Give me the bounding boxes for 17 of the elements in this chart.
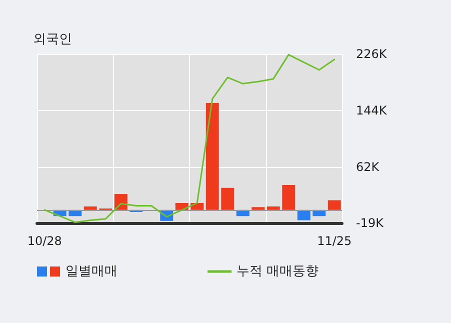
y-tick-label: 226K xyxy=(356,47,388,61)
bar xyxy=(252,207,265,210)
bar xyxy=(221,188,234,210)
x-tick-label: 10/28 xyxy=(27,234,62,248)
line-series xyxy=(44,54,336,224)
x-tick-label: 11/25 xyxy=(317,234,352,248)
y-tick-label: -19K xyxy=(356,216,385,230)
legend-label: 누적 매매동향 xyxy=(236,264,319,279)
y-tick-label: 62K xyxy=(356,160,380,174)
bar xyxy=(84,206,97,210)
legend-label: 일별매매 xyxy=(66,264,118,279)
bar xyxy=(266,206,280,210)
bar xyxy=(282,185,296,210)
y-tick-label: 144K xyxy=(356,104,388,118)
bar xyxy=(206,102,219,210)
bar xyxy=(328,200,341,210)
chart-title: 외국인 xyxy=(33,32,72,47)
